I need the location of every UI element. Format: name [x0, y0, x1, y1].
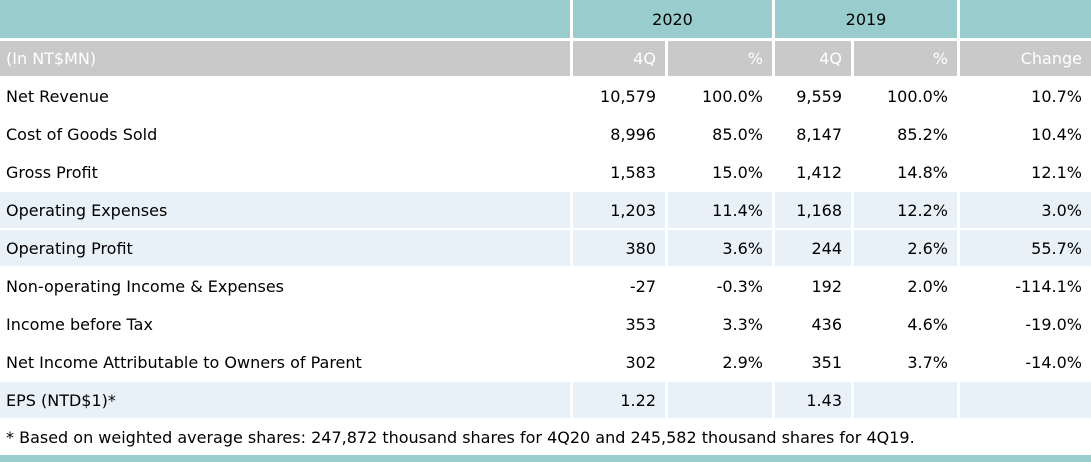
change-value: -114.1%	[960, 268, 1091, 304]
q4-2019-value: 1,168	[775, 192, 851, 228]
change-value: 10.4%	[960, 116, 1091, 152]
pct-2019-value: 2.0%	[854, 268, 957, 304]
year-2019-header: 2019	[775, 0, 957, 38]
change-value: 55.7%	[960, 230, 1091, 266]
pct-2019-value: 2.6%	[854, 230, 957, 266]
row-label: Income before Tax	[0, 306, 570, 342]
pct-2020-value: 11.4%	[668, 192, 772, 228]
pct-2019-value: 12.2%	[854, 192, 957, 228]
change-value: 12.1%	[960, 154, 1091, 190]
q4-2019-value: 351	[775, 344, 851, 380]
row-label: Operating Expenses	[0, 192, 570, 228]
q4-2019-value: 9,559	[775, 78, 851, 114]
unit-label: (In NT$MN)	[0, 41, 570, 76]
table-row-operating-profit: Operating Profit 380 3.6% 244 2.6% 55.7%	[0, 230, 1091, 266]
table-row-operating-expenses: Operating Expenses 1,203 11.4% 1,168 12.…	[0, 192, 1091, 228]
change-value: 10.7%	[960, 78, 1091, 114]
q4-2020-value: 380	[573, 230, 665, 266]
change-value: -14.0%	[960, 344, 1091, 380]
change-value: 3.0%	[960, 192, 1091, 228]
q4-2020-value: 1,583	[573, 154, 665, 190]
q4-2020-value: -27	[573, 268, 665, 304]
q4-2019-value: 1.43	[775, 382, 851, 418]
pct-2019-value: 14.8%	[854, 154, 957, 190]
pct-2019-value	[854, 382, 957, 418]
year-header-spacer-left	[0, 0, 570, 38]
pct-2020-value: 3.6%	[668, 230, 772, 266]
pct-2020-value: 2.9%	[668, 344, 772, 380]
col-header-4q-2020: 4Q	[573, 41, 665, 76]
row-label: Non-operating Income & Expenses	[0, 268, 570, 304]
pct-2019-value: 3.7%	[854, 344, 957, 380]
col-header-change: Change	[960, 41, 1091, 76]
q4-2019-value: 244	[775, 230, 851, 266]
table-row-non-operating: Non-operating Income & Expenses -27 -0.3…	[0, 268, 1091, 304]
change-value: -19.0%	[960, 306, 1091, 342]
change-value	[960, 382, 1091, 418]
col-header-4q-2019: 4Q	[775, 41, 851, 76]
row-label: Operating Profit	[0, 230, 570, 266]
pct-2020-value: 85.0%	[668, 116, 772, 152]
q4-2020-value: 8,996	[573, 116, 665, 152]
q4-2020-value: 10,579	[573, 78, 665, 114]
row-label: Gross Profit	[0, 154, 570, 190]
pct-2019-value: 4.6%	[854, 306, 957, 342]
q4-2019-value: 436	[775, 306, 851, 342]
year-header-spacer-right	[960, 0, 1091, 38]
pct-2020-value: 3.3%	[668, 306, 772, 342]
row-label: Net Revenue	[0, 78, 570, 114]
row-label: Cost of Goods Sold	[0, 116, 570, 152]
col-header-pct-2020: %	[668, 41, 772, 76]
footnote: * Based on weighted average shares: 247,…	[6, 428, 915, 447]
pct-2020-value: 15.0%	[668, 154, 772, 190]
col-header-pct-2019: %	[854, 41, 957, 76]
table-row-cogs: Cost of Goods Sold 8,996 85.0% 8,147 85.…	[0, 116, 1091, 152]
q4-2019-value: 8,147	[775, 116, 851, 152]
q4-2019-value: 1,412	[775, 154, 851, 190]
column-header-row: (In NT$MN) 4Q % 4Q % Change	[0, 41, 1091, 76]
table-row-net-income: Net Income Attributable to Owners of Par…	[0, 344, 1091, 380]
table-row-income-before-tax: Income before Tax 353 3.3% 436 4.6% -19.…	[0, 306, 1091, 342]
q4-2019-value: 192	[775, 268, 851, 304]
pct-2020-value	[668, 382, 772, 418]
q4-2020-value: 353	[573, 306, 665, 342]
year-2020-header: 2020	[573, 0, 772, 38]
q4-2020-value: 1,203	[573, 192, 665, 228]
row-label: Net Income Attributable to Owners of Par…	[0, 344, 570, 380]
q4-2020-value: 302	[573, 344, 665, 380]
q4-2020-value: 1.22	[573, 382, 665, 418]
bottom-accent-bar	[0, 455, 1091, 462]
pct-2020-value: 100.0%	[668, 78, 772, 114]
row-label: EPS (NTD$1)*	[0, 382, 570, 418]
table-row-net-revenue: Net Revenue 10,579 100.0% 9,559 100.0% 1…	[0, 78, 1091, 114]
year-header-row: 2020 2019	[0, 0, 1091, 38]
pct-2019-value: 100.0%	[854, 78, 957, 114]
table-row-gross-profit: Gross Profit 1,583 15.0% 1,412 14.8% 12.…	[0, 154, 1091, 190]
pct-2020-value: -0.3%	[668, 268, 772, 304]
table-row-eps: EPS (NTD$1)* 1.22 1.43	[0, 382, 1091, 418]
pct-2019-value: 85.2%	[854, 116, 957, 152]
